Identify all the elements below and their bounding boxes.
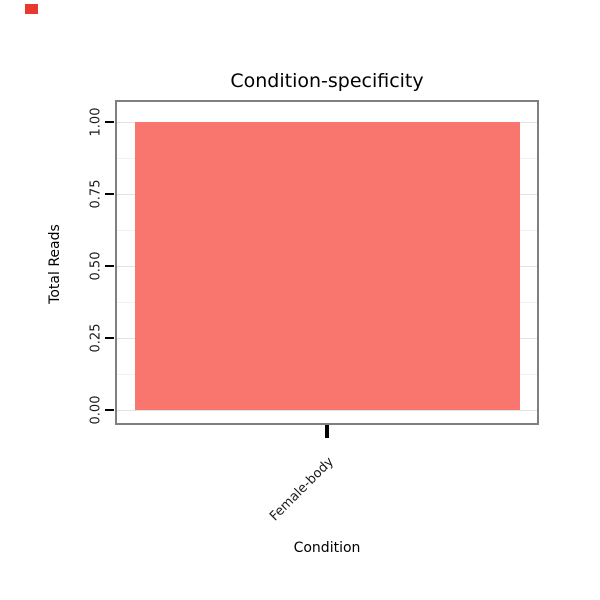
chart-title: Condition-specificity	[230, 70, 424, 92]
x-tick-mark	[325, 425, 329, 438]
x-axis-label: Condition	[293, 540, 361, 556]
y-tick-mark	[105, 337, 114, 339]
y-tick-mark	[105, 121, 114, 123]
y-tick-label: 0.00	[88, 395, 104, 425]
plot-panel	[115, 100, 539, 425]
red-corner-mark	[25, 4, 38, 14]
y-axis-label: Total Reads	[47, 224, 63, 304]
y-tick-label: 0.25	[88, 323, 104, 353]
y-tick-mark	[105, 265, 114, 267]
bar-female-body	[135, 122, 520, 410]
y-tick-label: 0.50	[88, 251, 104, 281]
y-tick-mark	[105, 193, 114, 195]
y-tick-label: 1.00	[88, 107, 104, 137]
y-tick-mark	[105, 409, 114, 411]
y-tick-label: 0.75	[88, 179, 104, 209]
gridline-major	[117, 410, 537, 411]
